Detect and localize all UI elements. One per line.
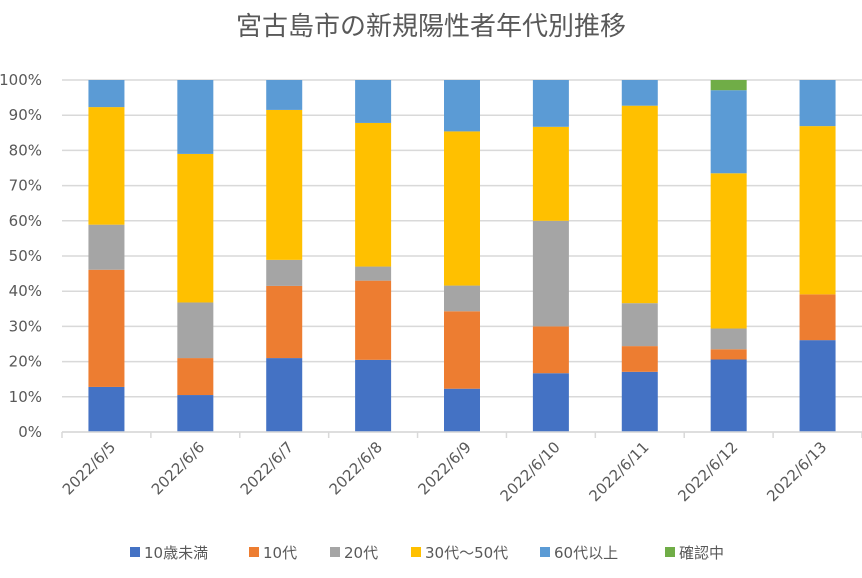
y-tick-label: 80%: [9, 141, 42, 159]
x-tick-label: 2022/6/6: [148, 438, 208, 498]
bar-segment: [799, 340, 836, 432]
bar-segment: [532, 220, 569, 327]
bar-segment: [532, 80, 569, 127]
y-tick-label: 50%: [9, 247, 42, 265]
bar-segment: [88, 80, 125, 108]
y-tick-label: 20%: [9, 353, 42, 371]
x-tick-label: 2022/6/13: [763, 438, 830, 505]
y-tick-label: 10%: [9, 388, 42, 406]
bar-segment: [444, 80, 480, 132]
bar-segment: [355, 280, 392, 360]
bar-segment: [710, 328, 747, 350]
legend-swatch: [249, 547, 259, 557]
bar-segment: [88, 269, 125, 387]
bar-segment: [444, 388, 480, 432]
x-tick-label: 2022/6/7: [237, 438, 297, 498]
bar-segment: [266, 109, 303, 260]
x-tick-label: 2022/6/12: [674, 438, 741, 505]
y-tick-label: 100%: [0, 71, 42, 89]
bar-segment: [177, 395, 214, 432]
bar-segment: [88, 107, 125, 225]
y-axis: 0% 10% 20% 30% 40% 50% 60% 70% 80% 90% 100%: [0, 71, 42, 441]
x-axis: 2022/6/5 2022/6/6 2022/6/7 2022/6/8 2022/6/9…: [59, 431, 862, 505]
x-tick-label: 2022/6/11: [585, 438, 652, 505]
bar-segment: [621, 105, 658, 304]
bars: [88, 80, 836, 432]
bar-segment: [88, 386, 125, 432]
legend-swatch: [540, 547, 550, 557]
bar-segment: [710, 173, 747, 329]
bar-segment: [266, 80, 303, 110]
legend-label: 60代以上: [554, 544, 618, 562]
bar-segment: [710, 349, 747, 360]
bar-segment: [444, 311, 480, 389]
bar-segment: [177, 302, 214, 359]
bar-segment: [355, 266, 392, 281]
y-tick-label: 60%: [9, 212, 42, 230]
bar-segment: [177, 153, 214, 303]
bar-segment: [532, 126, 569, 221]
bar-segment: [266, 285, 303, 359]
bar-segment: [621, 80, 658, 106]
bar-segment: [266, 358, 303, 432]
bar-segment: [621, 346, 658, 372]
bar-segment: [799, 80, 836, 127]
legend-label: 30代～50代: [425, 544, 508, 562]
bar-segment: [710, 359, 747, 432]
bar-segment: [799, 126, 836, 295]
legend-swatch: [130, 547, 140, 557]
legend-swatch: [665, 547, 675, 557]
x-tick-label: 2022/6/8: [326, 438, 386, 498]
legend-label: 確認中: [679, 544, 724, 562]
y-tick-label: 0%: [18, 423, 42, 441]
bar-segment: [355, 122, 392, 267]
bar-segment: [177, 358, 214, 396]
bar-segment: [444, 131, 480, 286]
y-tick-label: 70%: [9, 177, 42, 195]
bar-segment: [621, 371, 658, 432]
legend-swatch: [330, 547, 340, 557]
legend-swatch: [411, 547, 421, 557]
bar-segment: [88, 224, 125, 270]
bar-segment: [532, 326, 569, 374]
chart-title: 宮古島市の新規陽性者年代別推移: [236, 12, 626, 42]
x-tick-label: 2022/6/10: [497, 438, 564, 505]
y-tick-label: 40%: [9, 282, 42, 300]
y-tick-label: 30%: [9, 317, 42, 335]
bar-segment: [355, 80, 392, 123]
bar-segment: [532, 373, 569, 432]
legend-label: 10代: [263, 544, 297, 562]
bar-segment: [799, 294, 836, 341]
bar-segment: [444, 285, 480, 312]
bar-segment: [710, 90, 747, 174]
bar-segment: [266, 259, 303, 286]
legend: 10歳未満 10代 20代 30代～50代 60代以上 確認中: [130, 544, 724, 562]
bar-segment: [355, 359, 392, 432]
legend-label: 20代: [344, 544, 378, 562]
bar-segment: [177, 80, 214, 154]
x-tick-label: 2022/6/5: [59, 438, 119, 498]
y-tick-label: 90%: [9, 106, 42, 124]
x-tick-label: 2022/6/9: [414, 438, 474, 498]
legend-label: 10歳未満: [144, 544, 208, 562]
bar-segment: [621, 303, 658, 347]
bar-segment: [710, 80, 747, 91]
